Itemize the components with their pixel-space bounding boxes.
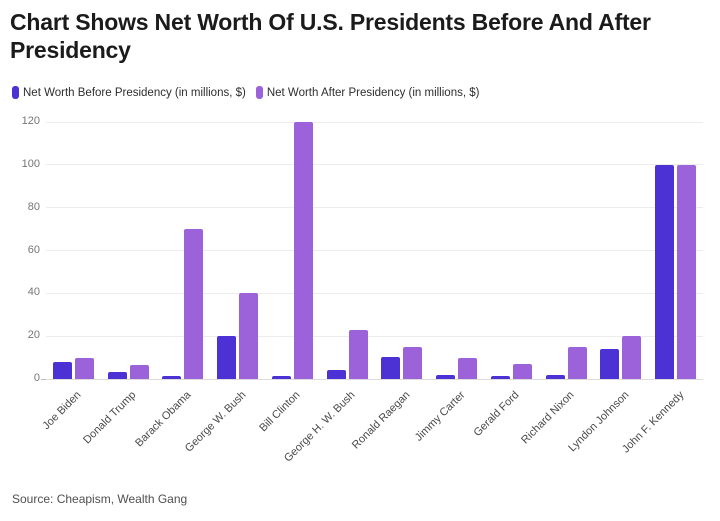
bar-after — [567, 346, 587, 379]
bar-before — [271, 376, 291, 379]
source-caption: Source: Cheapism, Wealth Gang — [12, 492, 188, 506]
bar-after — [184, 229, 204, 379]
bar-after — [458, 357, 478, 379]
bar-before — [545, 374, 565, 379]
y-tick-label-120: 120 — [21, 115, 40, 127]
y-tick-label-60: 60 — [27, 243, 40, 256]
chart-title: Chart Shows Net Worth Of U.S. Presidents… — [10, 9, 651, 63]
x-tick-label: Lyndon Johnson — [566, 389, 632, 455]
bar-after — [129, 365, 149, 379]
gridline-80 — [46, 207, 703, 209]
bar-after — [348, 329, 368, 379]
bar-before — [107, 371, 127, 379]
y-tick-label-100: 100 — [21, 157, 40, 170]
gridline-100 — [46, 164, 703, 166]
x-axis-labels: Joe Biden Donald Trump Barack Obama George … — [41, 385, 703, 495]
legend-marker-after-icon — [255, 86, 263, 99]
y-tick-label-40: 40 — [27, 286, 40, 299]
x-tick-label: John F. Kennedy — [619, 389, 687, 456]
legend-label-before: Net Worth Before Presidency (in millions… — [23, 86, 246, 99]
gridline-40 — [46, 292, 703, 294]
x-tick-label: Ronald Raegan — [349, 389, 413, 452]
x-tick-label: Richard Nixon — [519, 389, 577, 447]
bar-after — [293, 122, 313, 379]
bar-after — [512, 364, 532, 379]
legend-marker-before-icon — [12, 86, 19, 99]
x-tick-label: George H. W. Bush — [282, 389, 358, 465]
bar-before — [490, 376, 510, 379]
legend: Net Worth Before Presidency (in millions… — [12, 86, 479, 99]
gridline-20 — [46, 335, 703, 337]
y-tick-label-80: 80 — [27, 200, 40, 213]
bar-before — [326, 370, 346, 379]
bar-before — [217, 336, 237, 379]
bar-after — [622, 336, 642, 379]
legend-label-after: Net Worth After Presidency (in millions,… — [266, 86, 480, 99]
legend-item-after: Net Worth After Presidency (in millions,… — [255, 86, 480, 99]
bar-before — [436, 374, 456, 379]
y-tick-label-0: 0 — [33, 372, 40, 384]
legend-item-before: Net Worth Before Presidency (in millions… — [12, 86, 246, 99]
plot-area — [41, 121, 703, 380]
bar-after — [677, 164, 697, 379]
bar-before — [600, 349, 620, 379]
zero-tick — [41, 379, 46, 380]
bar-before — [162, 376, 182, 379]
bar-after — [239, 293, 259, 379]
bar-before — [381, 356, 401, 379]
gridline-60 — [46, 250, 703, 251]
x-tick-label: Gerald Ford — [471, 389, 522, 439]
bar-after — [403, 346, 423, 379]
bar-before — [655, 164, 675, 379]
x-tick-label: Bill Clinton — [257, 389, 303, 435]
y-tick-label-20: 20 — [27, 329, 40, 342]
x-tick-label: Jimmy Carter — [412, 389, 468, 444]
bar-before — [52, 361, 72, 379]
bar-after — [74, 357, 94, 379]
gridline-120 — [46, 121, 703, 123]
y-axis-labels: 0 20 40 60 80 100 120 — [0, 115, 40, 384]
